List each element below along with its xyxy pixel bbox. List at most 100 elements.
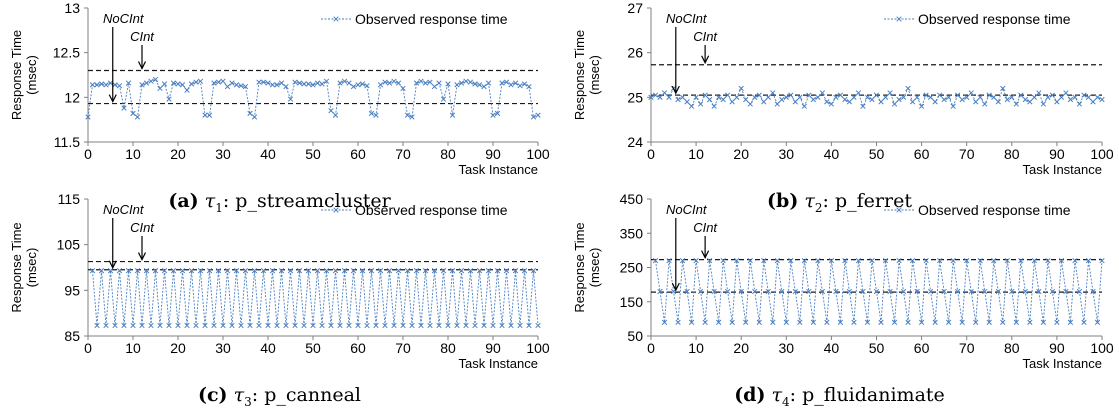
- data-point: [657, 288, 663, 295]
- data-point: [103, 82, 109, 88]
- data-point: [503, 268, 510, 274]
- data-point: [323, 78, 330, 84]
- data-point: [1067, 319, 1074, 325]
- data-point: [161, 81, 168, 87]
- data-point: [260, 79, 267, 85]
- data-point: [517, 83, 523, 89]
- data-point: [946, 94, 952, 100]
- x-tick-label: 30: [215, 340, 231, 356]
- data-point: [449, 112, 456, 118]
- x-tick-label: 40: [260, 340, 276, 356]
- data-point: [688, 319, 695, 325]
- data-point: [909, 99, 916, 105]
- data-point: [467, 79, 474, 85]
- data-point: [1054, 319, 1060, 325]
- data-point: [950, 103, 956, 109]
- x-tick-label: 80: [1004, 146, 1020, 162]
- data-point: [287, 268, 294, 274]
- data-point: [946, 319, 952, 325]
- data-point: [328, 108, 334, 114]
- data-point: [355, 322, 361, 329]
- data-point: [215, 79, 222, 85]
- data-point: [472, 81, 478, 87]
- data-point: [184, 87, 190, 93]
- data-point: [247, 110, 253, 117]
- y-tick-label: 250: [620, 260, 644, 276]
- data-point: [679, 257, 686, 264]
- data-point: [1058, 94, 1065, 100]
- data-point: [1049, 92, 1056, 98]
- x-tick-label: 80: [1004, 340, 1020, 356]
- data-point: [982, 101, 988, 107]
- data-point: [404, 268, 411, 274]
- data-point: [206, 112, 213, 118]
- data-point: [265, 322, 271, 329]
- data-point: [688, 103, 695, 109]
- data-point: [729, 99, 735, 105]
- data-point: [485, 268, 492, 274]
- data-point: [661, 90, 668, 96]
- data-point: [797, 94, 803, 100]
- data-point: [783, 94, 789, 100]
- data-point: [959, 319, 965, 325]
- data-point: [873, 92, 880, 98]
- data-point: [112, 82, 118, 88]
- data-point: [1085, 257, 1092, 264]
- data-point: [1094, 319, 1101, 325]
- data-point: [779, 288, 785, 295]
- data-point: [292, 322, 298, 329]
- data-point: [715, 94, 722, 100]
- data-point: [923, 92, 929, 98]
- data-point: [697, 101, 704, 107]
- y-tick-label: 450: [620, 191, 644, 207]
- annotation-noclnt: NoCInt: [666, 11, 708, 26]
- data-point: [350, 268, 357, 274]
- data-point: [494, 110, 501, 117]
- data-point: [422, 268, 429, 274]
- data-point: [1076, 288, 1083, 295]
- y-axis-unit-label: (msec): [587, 248, 602, 288]
- data-point: [332, 112, 339, 118]
- data-point: [964, 94, 970, 100]
- y-tick-label: 24: [627, 134, 643, 150]
- data-point: [278, 268, 285, 274]
- data-point: [986, 92, 992, 98]
- data-point: [170, 80, 177, 86]
- data-point: [878, 319, 884, 325]
- data-point: [166, 96, 172, 102]
- data-point: [842, 96, 848, 103]
- y-axis-label: Response Time: [572, 222, 587, 312]
- series-line: [655, 260, 1103, 323]
- data-point: [139, 322, 145, 329]
- data-point: [233, 268, 240, 274]
- data-point: [157, 322, 163, 329]
- data-point: [715, 319, 722, 325]
- x-tick-label: 100: [526, 340, 550, 356]
- data-point: [445, 81, 451, 87]
- data-point: [179, 82, 186, 88]
- data-point: [530, 114, 537, 120]
- data-point: [85, 114, 91, 120]
- series-line: [92, 270, 539, 326]
- data-point: [765, 288, 771, 295]
- data-point: [314, 80, 321, 86]
- x-tick-label: 100: [1090, 146, 1114, 162]
- x-tick-label: 40: [260, 146, 276, 162]
- annotation-noclnt: NoCInt: [103, 11, 145, 26]
- data-point: [422, 80, 429, 86]
- data-point: [269, 82, 276, 88]
- data-point: [454, 322, 460, 329]
- data-point: [657, 94, 663, 100]
- data-point: [1013, 101, 1019, 107]
- data-point: [968, 90, 974, 96]
- data-point: [211, 322, 217, 329]
- data-point: [666, 257, 672, 264]
- tau-symbol: τ: [771, 384, 783, 406]
- benchmark-name: p_fluidanimate: [802, 384, 945, 406]
- data-point: [648, 94, 654, 100]
- data-point: [472, 322, 478, 329]
- data-point: [368, 110, 375, 117]
- data-point: [463, 78, 469, 84]
- data-point: [950, 257, 956, 264]
